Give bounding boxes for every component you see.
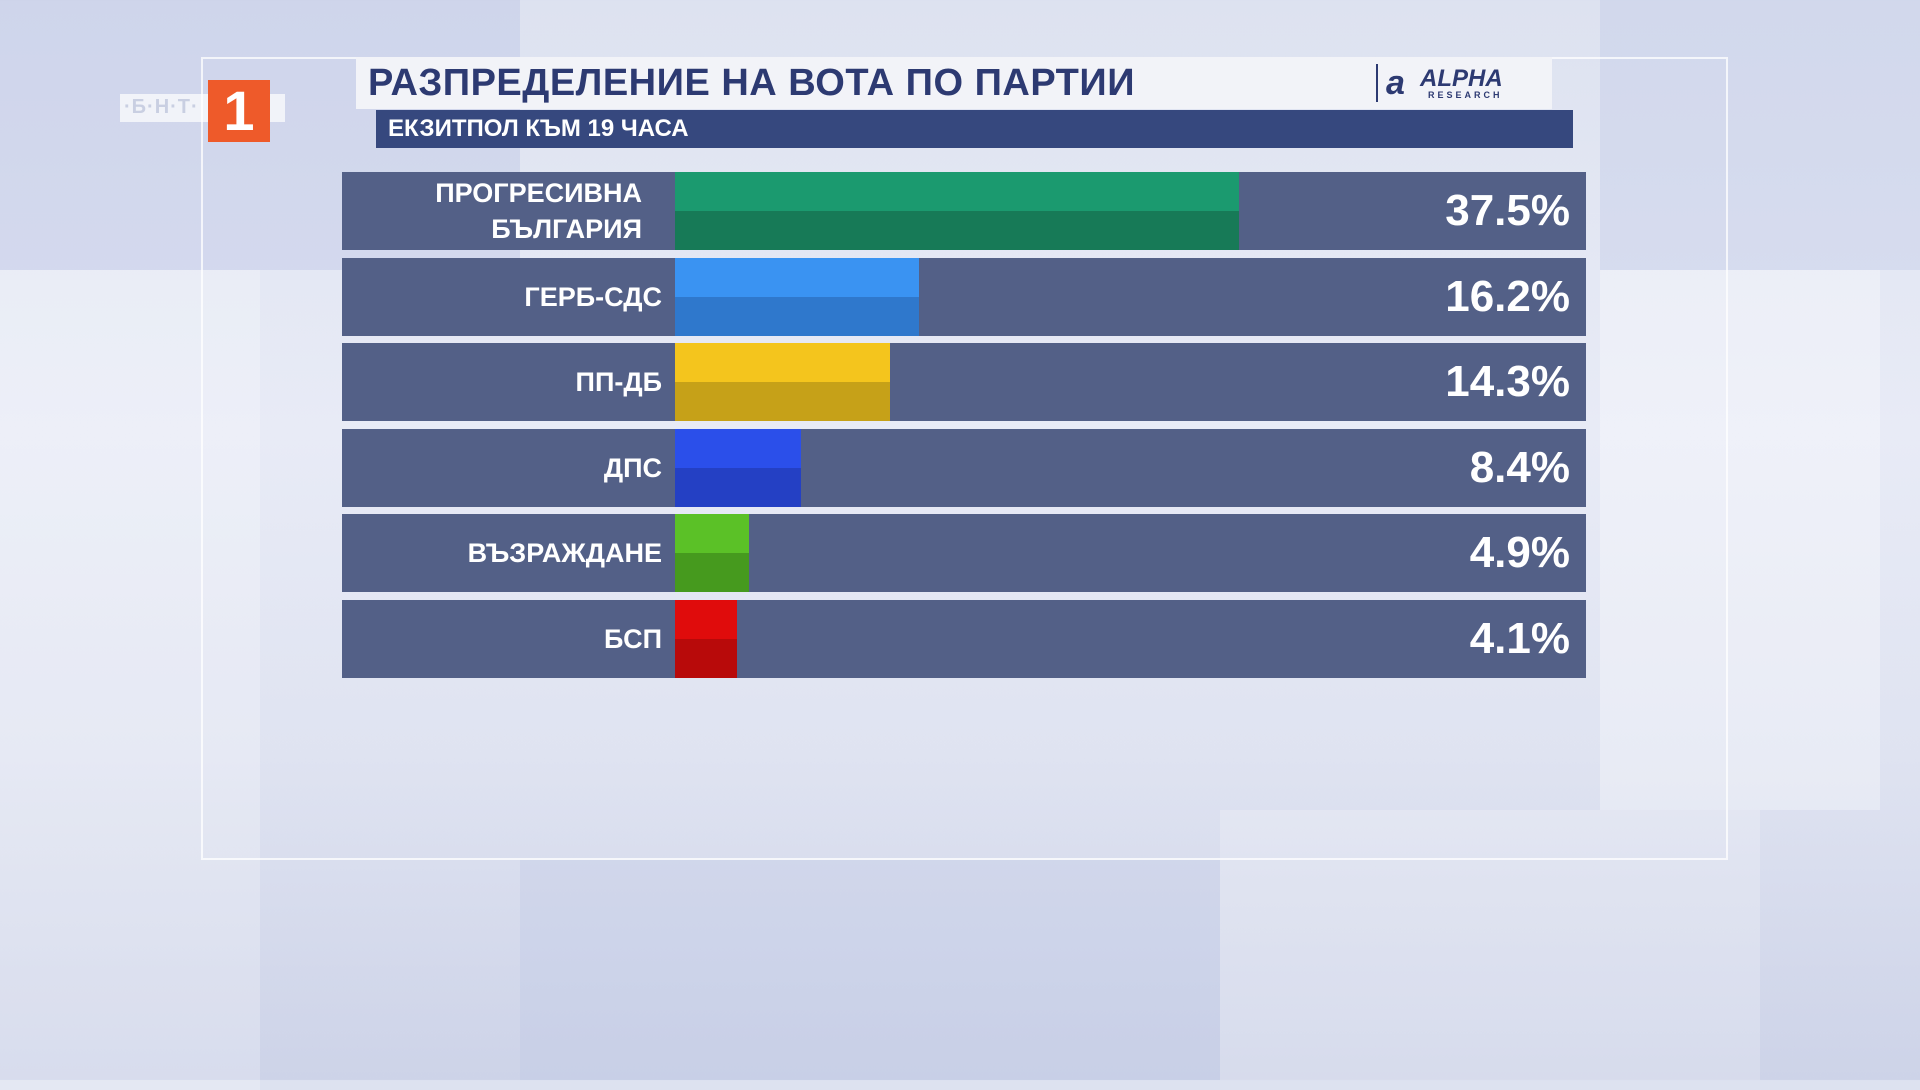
alpha-research-logo: a ALPHA RESEARCH: [1376, 64, 1538, 102]
alpha-research-sub: RESEARCH: [1428, 90, 1503, 100]
chart-row: ГЕРБ-СДС 16.2%: [342, 257, 1586, 336]
chart-row: ПП-ДБ 14.3%: [342, 343, 1586, 421]
data-bar-top: [675, 257, 919, 297]
chart-row: ВЪЗРАЖДАНЕ 4.9%: [342, 514, 1586, 592]
data-bar-bottom: [675, 296, 919, 336]
data-bar-bottom: [675, 638, 737, 678]
value-label: 14.3%: [1445, 357, 1570, 406]
background-panel: [1600, 0, 1920, 270]
data-bar-top: [675, 172, 1239, 211]
data-bar-top: [675, 343, 891, 382]
category-label: ГЕРБ-СДС: [524, 281, 662, 312]
data-bar-top: [675, 599, 737, 639]
data-bar: [675, 343, 891, 421]
chart-subtitle: ЕКЗИТПОЛ КЪМ 19 ЧАСА: [388, 115, 689, 142]
title-banner: РАЗПРЕДЕЛЕНИЕ НА ВОТА ПО ПАРТИИ a ALPHA …: [356, 57, 1552, 109]
bnt-logo-number: 1: [208, 80, 270, 142]
data-bar: [675, 514, 749, 592]
subtitle-banner: ЕКЗИТПОЛ КЪМ 19 ЧАСА: [376, 110, 1573, 148]
data-bar-bottom: [675, 211, 1239, 250]
data-bar: [675, 257, 919, 336]
background-panel: [1220, 810, 1760, 1080]
data-bar-top: [675, 428, 802, 468]
data-bar: [675, 428, 802, 507]
category-label: ВЪЗРАЖДАНЕ: [467, 538, 662, 568]
category-label: ПРОГРЕСИВНА БЪЛГАРИЯ: [435, 178, 642, 244]
chart-title: РАЗПРЕДЕЛЕНИЕ НА ВОТА ПО ПАРТИИ: [368, 62, 1136, 104]
data-bar-top: [675, 514, 749, 553]
category-label: ДПС: [603, 452, 662, 483]
chart-row: ДПС 8.4%: [342, 428, 1586, 507]
background-panel: [520, 860, 1220, 1080]
value-label: 37.5%: [1445, 186, 1570, 235]
bnt-logo-text: ·Б·Н·Т·: [124, 96, 199, 118]
background-panel: [0, 270, 260, 1090]
category-label: ПП-ДБ: [575, 367, 662, 397]
category-label: БСП: [604, 623, 662, 654]
data-bar: [675, 172, 1239, 250]
value-label: 8.4%: [1469, 442, 1570, 492]
data-bar-bottom: [675, 467, 802, 507]
value-label: 4.9%: [1469, 528, 1570, 577]
data-bar-bottom: [675, 382, 891, 421]
bnt1-logo: ·Б·Н·Т· 1: [120, 80, 285, 142]
value-label: 16.2%: [1445, 271, 1570, 321]
alpha-research-mark: a: [1386, 64, 1405, 102]
data-bar-bottom: [675, 553, 749, 592]
value-label: 4.1%: [1469, 613, 1570, 663]
background-panel: [1600, 270, 1880, 810]
alpha-research-word: ALPHA: [1420, 65, 1503, 92]
data-bar: [675, 599, 737, 678]
chart-row: БСП 4.1%: [342, 599, 1586, 678]
chart-row: ПРОГРЕСИВНА БЪЛГАРИЯ 37.5%: [342, 172, 1586, 250]
